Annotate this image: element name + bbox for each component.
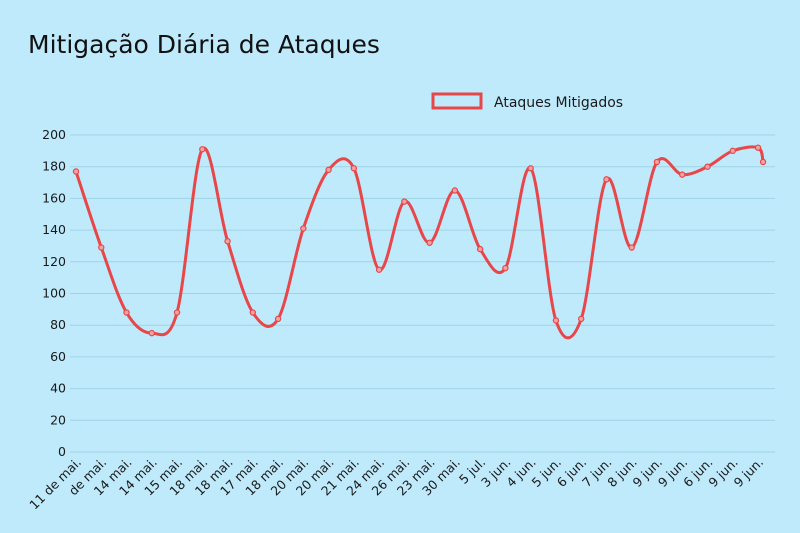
data-point[interactable] (451, 187, 459, 194)
y-tick-label: 60 (50, 349, 66, 364)
legend-swatch (431, 92, 483, 110)
data-point[interactable] (603, 176, 610, 183)
data-point[interactable] (148, 329, 155, 337)
data-point[interactable] (199, 146, 206, 153)
data-point[interactable] (628, 244, 635, 251)
data-point[interactable] (552, 317, 560, 324)
y-tick-label: 140 (42, 222, 66, 237)
chart-title: Mitigação Diária de Ataques (28, 30, 380, 59)
y-tick-label: 0 (58, 444, 66, 459)
data-point[interactable] (729, 147, 736, 155)
x-axis-ticks: 11 de mai.de mai.14 mai.14 mai.15 mai.18… (26, 455, 766, 513)
data-point[interactable] (527, 165, 534, 172)
data-point[interactable] (476, 245, 484, 253)
data-point[interactable] (224, 237, 231, 245)
y-axis-ticks: 0 20 40 60 80 100 120 140 160 180 200 (42, 127, 66, 459)
series-layer (72, 144, 767, 340)
data-point[interactable] (502, 264, 509, 272)
data-point[interactable] (350, 165, 358, 172)
series-line (74, 145, 765, 340)
data-point[interactable] (274, 315, 282, 323)
data-point[interactable] (72, 168, 80, 175)
data-point[interactable] (249, 309, 257, 316)
y-tick-label: 160 (42, 190, 66, 205)
data-point[interactable] (653, 158, 661, 166)
data-point[interactable] (754, 144, 762, 151)
data-point[interactable] (704, 163, 711, 170)
data-point[interactable] (679, 171, 686, 178)
data-point[interactable] (325, 166, 332, 174)
data-point[interactable] (759, 158, 767, 166)
y-tick-label: 100 (42, 286, 66, 301)
data-point[interactable] (426, 239, 433, 246)
grid-lines (70, 134, 775, 453)
x-tick-label: 9 jun. (731, 455, 767, 491)
y-tick-label: 20 (50, 412, 66, 427)
data-point[interactable] (123, 309, 130, 316)
data-point[interactable] (98, 244, 105, 251)
data-point[interactable] (375, 266, 383, 273)
legend-label: Ataques Mitigados (494, 95, 623, 111)
y-tick-label: 180 (42, 159, 66, 174)
y-tick-label: 200 (42, 127, 66, 142)
legend[interactable]: Ataques Mitigados (431, 92, 623, 111)
data-point[interactable] (577, 315, 585, 323)
y-tick-label: 120 (42, 254, 66, 269)
data-point[interactable] (401, 198, 408, 205)
data-point[interactable] (300, 225, 307, 232)
data-point[interactable] (173, 309, 181, 316)
y-tick-label: 40 (50, 381, 66, 396)
y-tick-label: 80 (50, 317, 66, 332)
